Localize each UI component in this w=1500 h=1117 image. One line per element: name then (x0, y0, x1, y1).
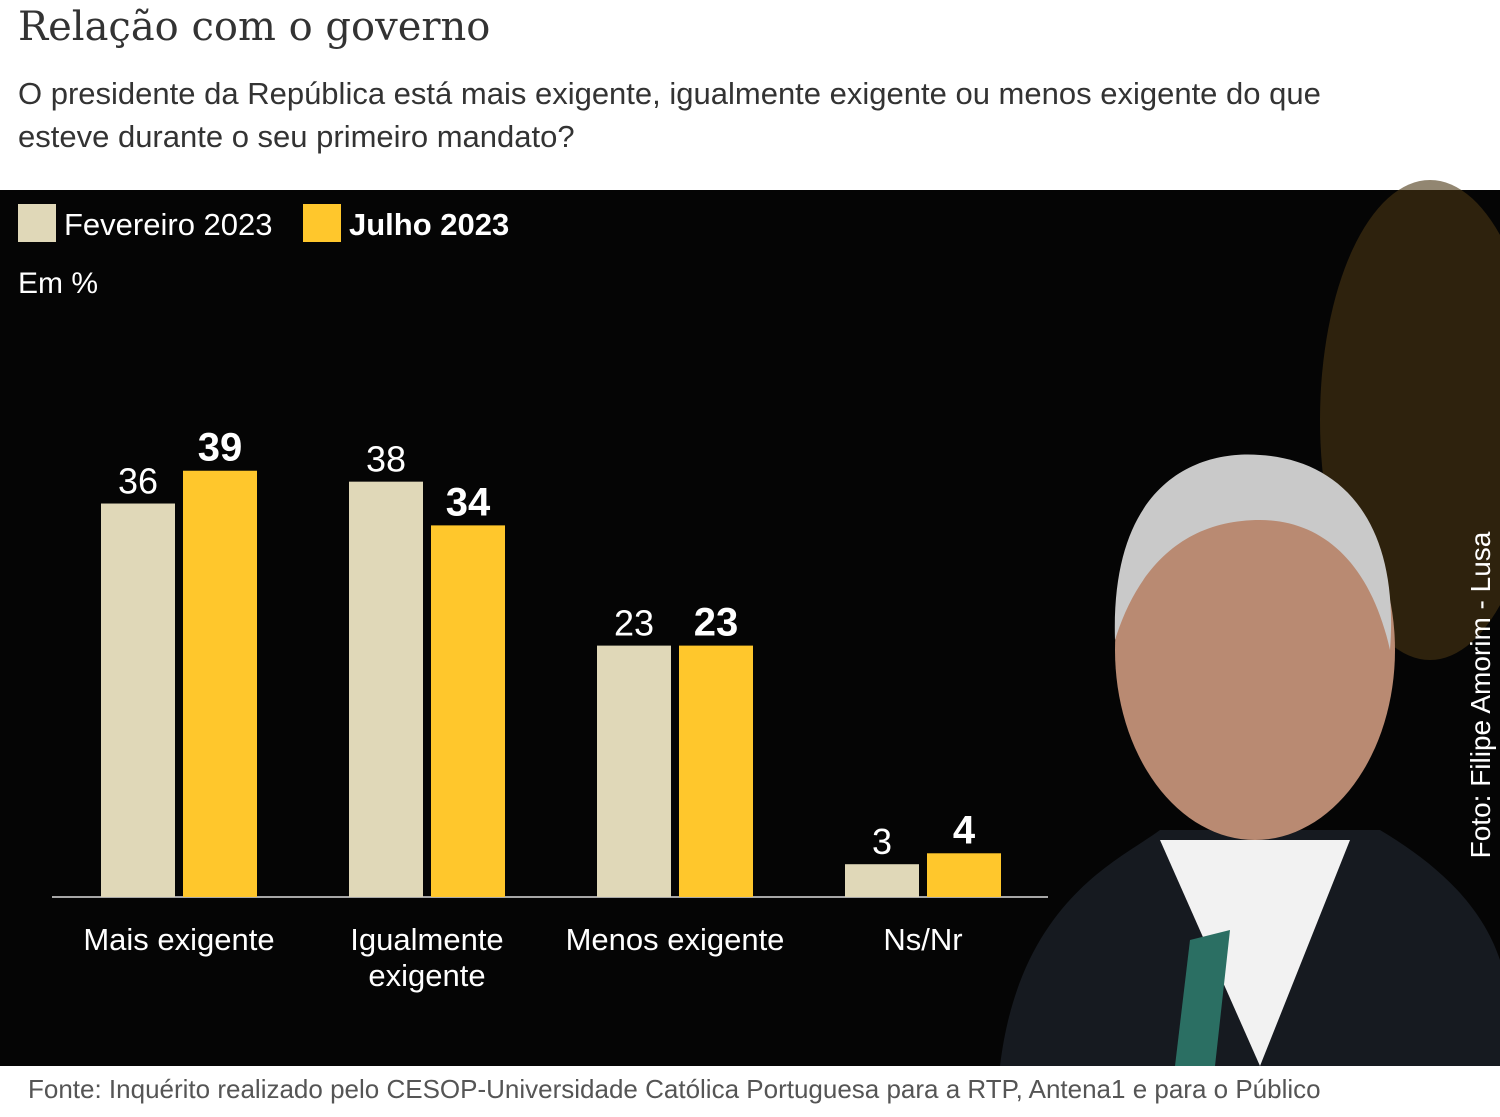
photo-face (1115, 460, 1395, 840)
unit-note: Em % (18, 267, 98, 300)
bar (183, 470, 257, 897)
x-tick-label: Ns/Nr (883, 922, 963, 957)
photo-shirt (1160, 840, 1350, 1066)
bar (679, 645, 753, 897)
legend-swatch (303, 204, 341, 242)
legend-label: Fevereiro 2023 (64, 207, 273, 242)
bar (845, 864, 919, 897)
value-label: 23 (614, 603, 654, 644)
chart-title: Relação com o governo (18, 4, 491, 50)
value-label: 23 (694, 601, 739, 645)
value-label: 3 (872, 821, 892, 862)
legend-swatch (18, 204, 56, 242)
value-label: 36 (118, 461, 158, 502)
photo-hair (1114, 454, 1392, 650)
chart-subtitle: O presidente da República está mais exig… (18, 76, 1321, 154)
x-tick-label: Mais exigente (83, 922, 275, 957)
photo-tie (1175, 930, 1230, 1066)
bar (101, 503, 175, 897)
x-tick-label: Menos exigente (565, 922, 785, 957)
value-label: 4 (953, 808, 976, 852)
bar (597, 645, 671, 897)
x-tick-label: Igualmente exigente (350, 922, 504, 993)
legend-label: Julho 2023 (349, 207, 509, 242)
bar (349, 481, 423, 897)
bar (927, 853, 1001, 897)
value-label: 38 (366, 439, 406, 480)
bar (431, 525, 505, 897)
source-note: Fonte: Inquérito realizado pelo CESOP-Un… (28, 1074, 1321, 1104)
value-label: 34 (446, 480, 491, 524)
value-label: 39 (198, 426, 243, 470)
photo-credit: Foto: Filipe Amorim - Lusa (1465, 531, 1496, 858)
